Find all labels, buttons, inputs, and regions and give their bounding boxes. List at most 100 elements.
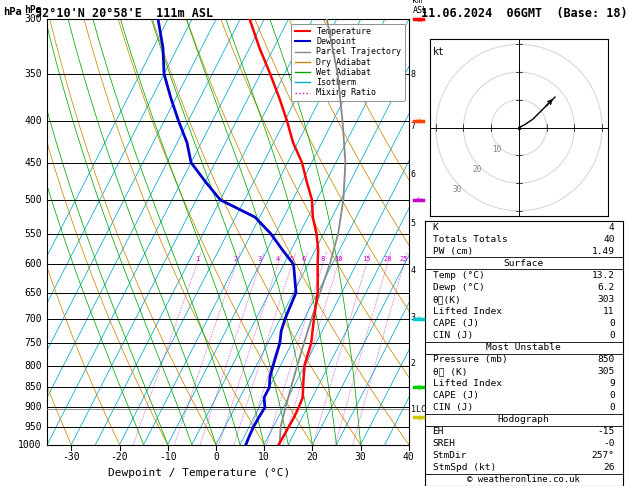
Text: 4: 4 [276,256,280,262]
Text: 52°10'N 20°58'E  111m ASL: 52°10'N 20°58'E 111m ASL [35,7,213,20]
Text: 600: 600 [24,259,42,269]
Text: 0: 0 [609,403,615,412]
Text: 6: 6 [411,171,416,179]
Text: 0: 0 [609,391,615,400]
Text: 2: 2 [411,359,416,368]
Text: Lifted Index: Lifted Index [433,379,501,388]
Text: 30: 30 [355,452,367,462]
Text: 25: 25 [399,256,408,262]
Text: StmSpd (kt): StmSpd (kt) [433,464,496,472]
Text: 8: 8 [411,70,416,79]
Text: 20: 20 [472,165,482,174]
Text: 10: 10 [334,256,342,262]
Text: «: « [415,15,421,24]
Text: 1: 1 [195,256,199,262]
Text: «: « [414,116,423,127]
Text: km
ASL: km ASL [413,0,428,15]
Text: «: « [413,413,424,422]
Text: 2: 2 [234,256,238,262]
Text: 11: 11 [603,307,615,316]
Text: 1LCL: 1LCL [411,405,431,414]
Text: 0: 0 [213,452,219,462]
Text: Temp (°C): Temp (°C) [433,271,484,280]
Text: 3: 3 [411,313,416,322]
Text: Mixing Ratio (g/kg): Mixing Ratio (g/kg) [444,185,453,279]
Text: 6.2: 6.2 [598,283,615,292]
Text: 900: 900 [24,402,42,413]
Text: CIN (J): CIN (J) [433,403,473,412]
Text: 40: 40 [403,452,415,462]
Text: θᴄ (K): θᴄ (K) [433,367,467,376]
Text: 850: 850 [24,382,42,392]
Text: -20: -20 [111,452,128,462]
Text: θᴄ(K): θᴄ(K) [433,295,461,304]
Text: 750: 750 [24,338,42,348]
Text: 3: 3 [258,256,262,262]
Text: 10: 10 [492,145,501,155]
Text: Dewpoint / Temperature (°C): Dewpoint / Temperature (°C) [108,468,290,478]
Text: 40: 40 [603,235,615,243]
Text: 800: 800 [24,361,42,371]
Text: 6: 6 [302,256,306,262]
Text: Hodograph: Hodograph [498,415,550,424]
Text: K: K [433,223,438,232]
Text: 300: 300 [24,15,42,24]
Text: -15: -15 [598,427,615,436]
Text: 7: 7 [411,122,416,131]
Text: 257°: 257° [592,451,615,460]
Text: 20: 20 [306,452,318,462]
Text: 11.06.2024  06GMT  (Base: 18): 11.06.2024 06GMT (Base: 18) [421,7,628,20]
Text: © weatheronline.co.uk: © weatheronline.co.uk [467,475,580,485]
Text: Dewp (°C): Dewp (°C) [433,283,484,292]
Text: 1.49: 1.49 [592,247,615,256]
Text: 0: 0 [609,331,615,340]
Text: 700: 700 [24,313,42,324]
Text: hPa: hPa [3,7,22,17]
Text: 450: 450 [24,157,42,168]
Text: 5: 5 [411,219,416,227]
Text: 350: 350 [24,69,42,79]
Text: 5: 5 [290,256,294,262]
Text: 4: 4 [609,223,615,232]
Text: 8: 8 [321,256,325,262]
Text: 0: 0 [609,319,615,328]
Text: CIN (J): CIN (J) [433,331,473,340]
Text: 650: 650 [24,288,42,297]
Text: «: « [413,382,424,393]
Text: -30: -30 [62,452,80,462]
Text: 500: 500 [24,195,42,205]
Text: 10: 10 [259,452,270,462]
Legend: Temperature, Dewpoint, Parcel Trajectory, Dry Adiabat, Wet Adiabat, Isotherm, Mi: Temperature, Dewpoint, Parcel Trajectory… [291,24,404,101]
Text: CAPE (J): CAPE (J) [433,391,479,400]
Text: 850: 850 [598,355,615,364]
Text: EH: EH [433,427,444,436]
Text: Totals Totals: Totals Totals [433,235,507,243]
Text: 13.2: 13.2 [592,271,615,280]
Text: 400: 400 [24,116,42,126]
Text: 15: 15 [362,256,370,262]
Text: Most Unstable: Most Unstable [486,343,561,352]
Text: hPa: hPa [24,5,42,15]
Text: kt: kt [433,47,445,57]
Text: -10: -10 [159,452,177,462]
Text: 305: 305 [598,367,615,376]
Text: 550: 550 [24,228,42,239]
Text: -0: -0 [603,439,615,449]
Text: 9: 9 [609,379,615,388]
Text: Lifted Index: Lifted Index [433,307,501,316]
Text: 950: 950 [24,421,42,432]
Text: 303: 303 [598,295,615,304]
Text: Pressure (mb): Pressure (mb) [433,355,507,364]
Text: StmDir: StmDir [433,451,467,460]
Text: 4: 4 [411,266,416,275]
Text: Surface: Surface [504,259,543,268]
Text: 30: 30 [453,185,462,193]
Text: «: « [414,194,423,206]
Text: «: « [413,313,423,325]
Text: PW (cm): PW (cm) [433,247,473,256]
Text: 1000: 1000 [18,440,42,450]
Text: 26: 26 [603,464,615,472]
Text: 20: 20 [383,256,392,262]
Text: SREH: SREH [433,439,455,449]
Text: CAPE (J): CAPE (J) [433,319,479,328]
